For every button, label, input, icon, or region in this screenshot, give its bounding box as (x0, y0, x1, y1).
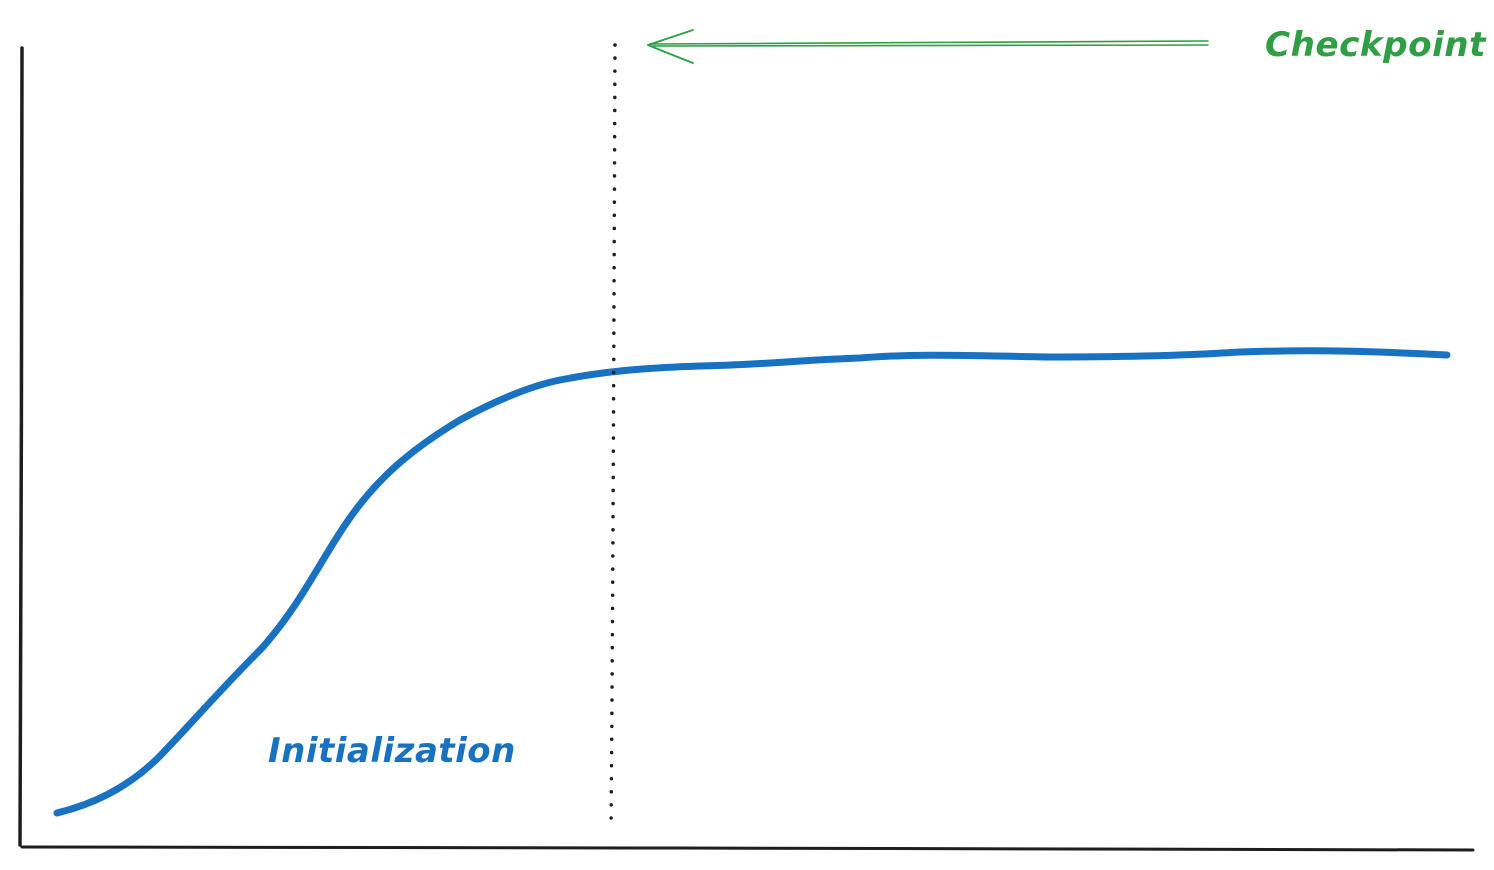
checkpoint-marker-line (609, 43, 617, 832)
initialization-label: Initialization (268, 731, 516, 771)
x-axis (20, 845, 1475, 852)
checkpoint-label: Checkpoint (1265, 25, 1487, 65)
checkpoint-arrow (647, 29, 1209, 64)
y-axis (18, 46, 24, 847)
learning-curve (53, 347, 1451, 817)
